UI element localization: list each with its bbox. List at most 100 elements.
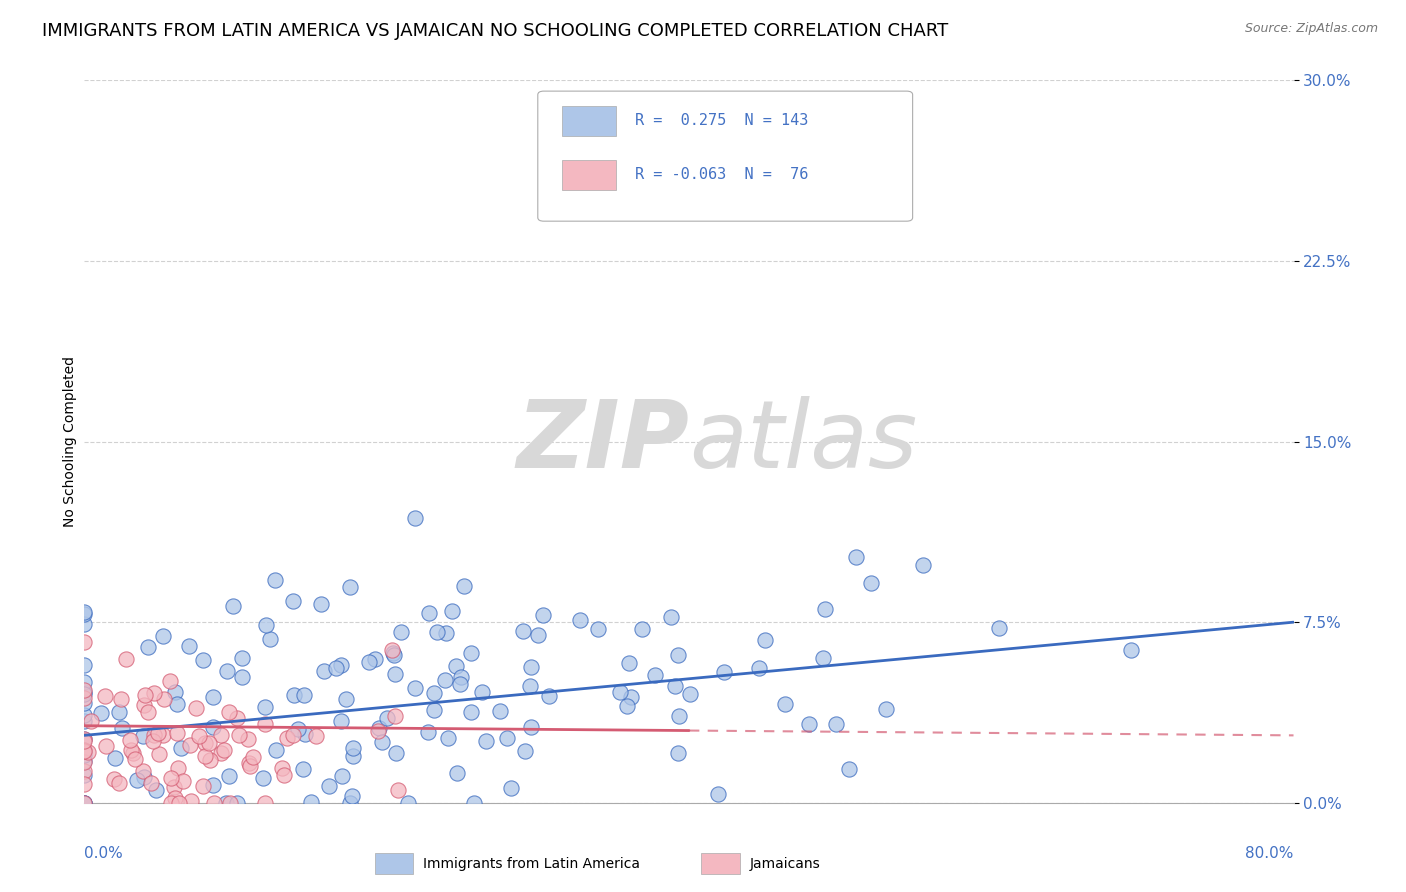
Point	[73, 734, 96, 748]
Point	[666, 648, 689, 663]
Point	[668, 709, 690, 723]
Point	[418, 607, 440, 621]
Point	[437, 731, 460, 746]
FancyBboxPatch shape	[538, 91, 912, 221]
Point	[73, 607, 96, 621]
Point	[193, 653, 215, 667]
Point	[218, 796, 240, 810]
Point	[375, 711, 398, 725]
Point	[160, 772, 183, 786]
Point	[299, 795, 322, 809]
Point	[330, 714, 353, 729]
Point	[170, 741, 193, 756]
Point	[77, 745, 100, 759]
Point	[73, 764, 96, 778]
Point	[152, 629, 174, 643]
Point	[988, 621, 1011, 635]
Point	[73, 755, 96, 769]
Point	[259, 632, 281, 647]
Point	[339, 580, 361, 594]
Point	[231, 650, 253, 665]
Point	[679, 687, 702, 701]
Point	[148, 726, 170, 740]
Point	[172, 774, 194, 789]
Point	[73, 742, 96, 756]
Point	[148, 747, 170, 761]
Point	[444, 658, 467, 673]
Point	[108, 776, 131, 790]
Point	[73, 768, 96, 782]
Y-axis label: No Schooling Completed: No Schooling Completed	[63, 356, 77, 527]
Point	[382, 648, 405, 662]
Point	[215, 796, 238, 810]
Point	[193, 779, 215, 793]
Text: R =  0.275  N = 143: R = 0.275 N = 143	[634, 112, 808, 128]
Text: atlas: atlas	[689, 396, 917, 487]
Point	[475, 733, 498, 747]
Point	[825, 717, 848, 731]
Point	[713, 665, 735, 680]
Point	[159, 796, 181, 810]
Point	[748, 661, 770, 675]
Point	[221, 599, 243, 613]
Point	[218, 769, 240, 783]
Point	[202, 690, 225, 704]
Point	[519, 679, 541, 693]
Point	[460, 705, 482, 719]
Point	[121, 746, 143, 760]
Point	[384, 709, 406, 723]
Point	[426, 624, 449, 639]
Point	[73, 697, 96, 711]
Point	[202, 779, 225, 793]
Point	[73, 616, 96, 631]
Point	[799, 717, 821, 731]
Point	[73, 744, 96, 758]
Point	[153, 692, 176, 706]
Point	[342, 740, 364, 755]
Text: R = -0.063  N =  76: R = -0.063 N = 76	[634, 167, 808, 182]
Point	[159, 673, 181, 688]
Point	[111, 721, 134, 735]
Text: Jamaicans: Jamaicans	[749, 857, 820, 871]
Point	[236, 731, 259, 746]
Point	[449, 677, 471, 691]
Point	[134, 698, 156, 712]
Point	[225, 711, 247, 725]
Point	[201, 720, 224, 734]
Point	[335, 692, 357, 706]
Point	[287, 723, 309, 737]
Point	[73, 691, 96, 706]
Point	[73, 796, 96, 810]
Point	[152, 728, 174, 742]
Text: Immigrants from Latin America: Immigrants from Latin America	[423, 857, 640, 871]
Point	[217, 664, 239, 678]
Point	[423, 703, 446, 717]
Point	[340, 789, 363, 804]
Point	[254, 617, 277, 632]
FancyBboxPatch shape	[374, 854, 413, 873]
Point	[342, 748, 364, 763]
Point	[276, 731, 298, 745]
Point	[252, 772, 274, 786]
Point	[860, 575, 883, 590]
Point	[125, 773, 148, 788]
Point	[668, 747, 690, 761]
Point	[73, 777, 96, 791]
Point	[132, 764, 155, 779]
Point	[218, 705, 240, 719]
Point	[845, 550, 868, 565]
Point	[187, 729, 209, 743]
Point	[115, 652, 138, 666]
Point	[142, 733, 165, 747]
Point	[73, 657, 96, 672]
Point	[911, 558, 934, 573]
FancyBboxPatch shape	[562, 105, 616, 136]
Point	[537, 690, 560, 704]
Point	[314, 664, 336, 678]
Point	[253, 796, 276, 810]
Point	[512, 624, 534, 638]
Point	[367, 721, 389, 735]
Point	[73, 748, 96, 763]
Point	[495, 731, 517, 745]
Point	[309, 597, 332, 611]
